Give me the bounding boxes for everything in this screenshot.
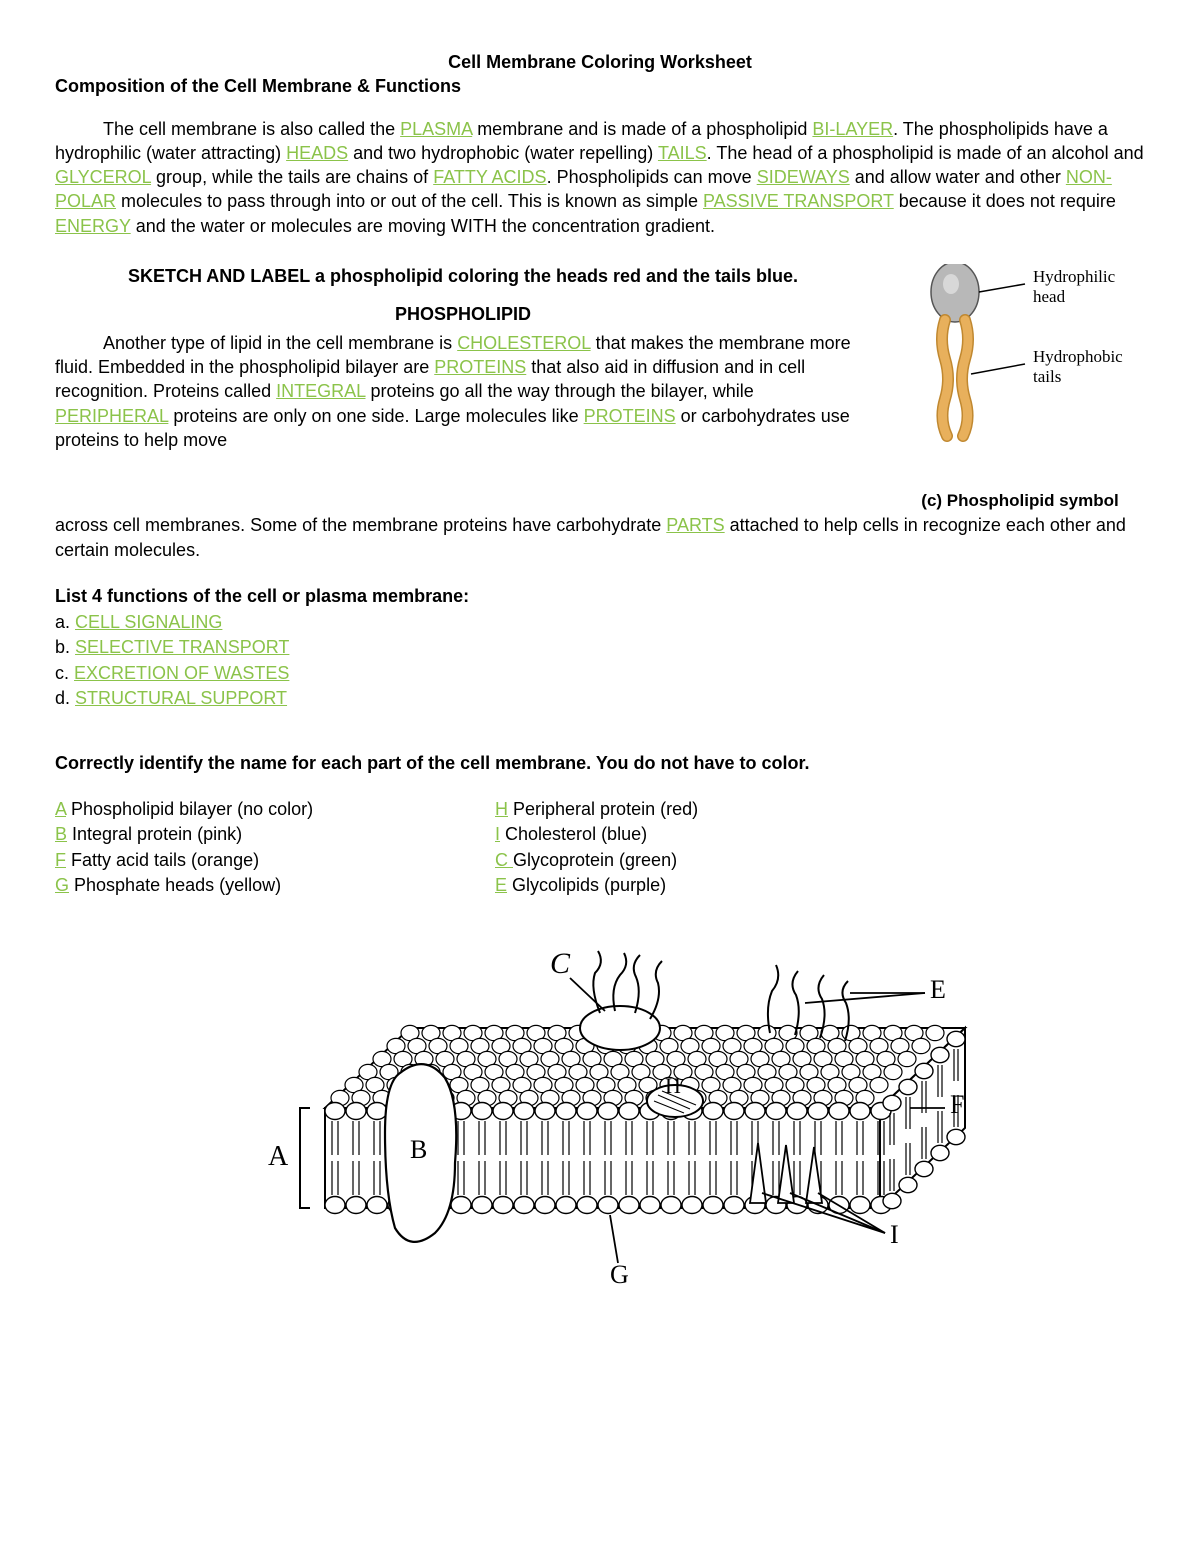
- answer-bilayer: BI-LAYER: [812, 119, 893, 139]
- answer-proteins: PROTEINS: [434, 357, 526, 377]
- paragraph-2b: across cell membranes. Some of the membr…: [55, 513, 1145, 562]
- head-label-1: Hydrophilic: [1033, 267, 1116, 286]
- part-row: C Glycoprotein (green): [495, 848, 895, 873]
- letter-e: E: [495, 875, 507, 895]
- answer-plasma: PLASMA: [400, 119, 472, 139]
- answer-cholesterol: CHOLESTEROL: [457, 333, 590, 353]
- worksheet-title: Cell Membrane Coloring Worksheet: [55, 50, 1145, 74]
- p1-text: and the water or molecules are moving WI…: [131, 216, 715, 236]
- functions-heading: List 4 functions of the cell or plasma m…: [55, 584, 1145, 608]
- tail-label-1: Hydrophobic: [1033, 347, 1123, 366]
- parts-column-right: H Peripheral protein (red) I Cholesterol…: [495, 797, 895, 898]
- phospholipid-heading: PHOSPHOLIPID: [55, 302, 871, 326]
- p2-text: proteins go all the way through the bila…: [365, 381, 753, 401]
- letter-f: F: [55, 850, 66, 870]
- part-row: F Fatty acid tails (orange): [55, 848, 455, 873]
- head-label-2: head: [1033, 287, 1066, 306]
- part-text: Cholesterol (blue): [500, 824, 647, 844]
- letter-g: G: [55, 875, 69, 895]
- label-h: H: [665, 1073, 681, 1098]
- part-text: Phospholipid bilayer (no color): [66, 799, 313, 819]
- letter-a: A: [55, 799, 66, 819]
- answer-heads: HEADS: [286, 143, 348, 163]
- part-text: Integral protein (pink): [67, 824, 242, 844]
- worksheet-subtitle: Composition of the Cell Membrane & Funct…: [55, 74, 1145, 98]
- answer-glycerol: GLYCEROL: [55, 167, 151, 187]
- p1-text: . The head of a phospholipid is made of …: [707, 143, 1144, 163]
- part-row: H Peripheral protein (red): [495, 797, 895, 822]
- phospholipid-diagram: Hydrophilic head Hydrophobic tails: [895, 264, 1145, 474]
- prefix-d: d.: [55, 688, 75, 708]
- prefix-a: a.: [55, 612, 75, 632]
- answer-integral: INTEGRAL: [276, 381, 365, 401]
- part-row: G Phosphate heads (yellow): [55, 873, 455, 898]
- paragraph-1: The cell membrane is also called the PLA…: [55, 117, 1145, 238]
- answer-func-b: SELECTIVE TRANSPORT: [75, 637, 289, 657]
- membrane-diagram: A B C E F G H I: [210, 933, 990, 1299]
- answer-func-a: CELL SIGNALING: [75, 612, 222, 632]
- part-row: E Glycolipids (purple): [495, 873, 895, 898]
- part-text: Fatty acid tails (orange): [66, 850, 259, 870]
- function-c: c. EXCRETION OF WASTES: [55, 661, 1145, 686]
- label-b: B: [410, 1135, 427, 1164]
- function-a: a. CELL SIGNALING: [55, 610, 1145, 635]
- parts-columns: A Phospholipid bilayer (no color) B Inte…: [55, 797, 1145, 898]
- p1-text: and allow water and other: [850, 167, 1066, 187]
- answer-func-d: STRUCTURAL SUPPORT: [75, 688, 287, 708]
- answer-func-c: EXCRETION OF WASTES: [74, 663, 289, 683]
- p1-text: membrane and is made of a phospholipid: [472, 119, 812, 139]
- label-e: E: [930, 975, 946, 1004]
- identify-heading: Correctly identify the name for each par…: [55, 751, 1145, 775]
- letter-b: B: [55, 824, 67, 844]
- label-f: F: [950, 1090, 964, 1119]
- p1-text: and two hydrophobic (water repelling): [348, 143, 658, 163]
- part-text: Glycoprotein (green): [513, 850, 677, 870]
- p2-text: Another type of lipid in the cell membra…: [103, 333, 457, 353]
- prefix-c: c.: [55, 663, 74, 683]
- paragraph-2: Another type of lipid in the cell membra…: [55, 331, 871, 452]
- p2b-text: across cell membranes. Some of the membr…: [55, 515, 666, 535]
- part-text: Glycolipids (purple): [507, 875, 666, 895]
- answer-fatty-acids: FATTY ACIDS: [433, 167, 546, 187]
- answer-tails: TAILS: [658, 143, 707, 163]
- answer-energy: ENERGY: [55, 216, 131, 236]
- functions-list: a. CELL SIGNALING b. SELECTIVE TRANSPORT…: [55, 610, 1145, 711]
- part-text: Phosphate heads (yellow): [69, 875, 281, 895]
- answer-sideways: SIDEWAYS: [757, 167, 850, 187]
- answer-parts: PARTS: [666, 515, 724, 535]
- p1-text: . Phospholipids can move: [547, 167, 757, 187]
- part-row: B Integral protein (pink): [55, 822, 455, 847]
- part-text: Peripheral protein (red): [508, 799, 698, 819]
- answer-peripheral: PERIPHERAL: [55, 406, 168, 426]
- label-a: A: [268, 1141, 289, 1172]
- p1-text: because it does not require: [894, 191, 1116, 211]
- p1-text: The cell membrane is also called the: [103, 119, 400, 139]
- label-g: G: [610, 1260, 629, 1289]
- sketch-heading: SKETCH AND LABEL a phospholipid coloring…: [55, 264, 871, 288]
- p1-text: group, while the tails are chains of: [151, 167, 433, 187]
- tail-label-2: tails: [1033, 367, 1061, 386]
- p1-text: molecules to pass through into or out of…: [116, 191, 703, 211]
- phospholipid-caption: (c) Phospholipid symbol: [895, 490, 1145, 513]
- letter-h: H: [495, 799, 508, 819]
- prefix-b: b.: [55, 637, 75, 657]
- part-row: A Phospholipid bilayer (no color): [55, 797, 455, 822]
- label-i: I: [890, 1220, 899, 1249]
- part-row: I Cholesterol (blue): [495, 822, 895, 847]
- answer-passive-transport: PASSIVE TRANSPORT: [703, 191, 894, 211]
- letter-c: C: [495, 850, 513, 870]
- answer-proteins-2: PROTEINS: [584, 406, 676, 426]
- label-c: C: [550, 947, 571, 980]
- p2-text: proteins are only on one side. Large mol…: [168, 406, 583, 426]
- function-d: d. STRUCTURAL SUPPORT: [55, 686, 1145, 711]
- parts-column-left: A Phospholipid bilayer (no color) B Inte…: [55, 797, 455, 898]
- function-b: b. SELECTIVE TRANSPORT: [55, 635, 1145, 660]
